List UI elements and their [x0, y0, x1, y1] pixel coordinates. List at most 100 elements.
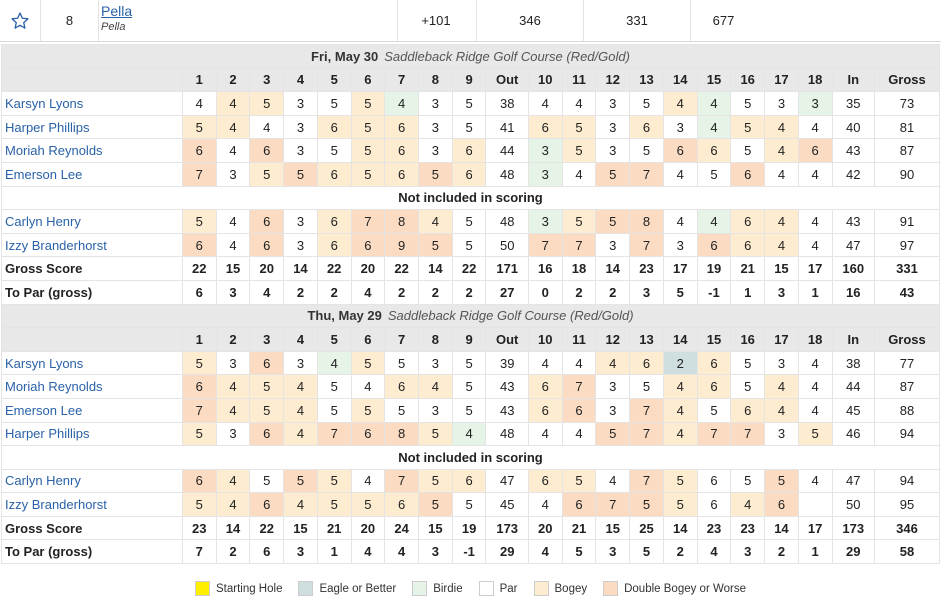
hole-header: 11: [561, 67, 597, 93]
score-cell: 7: [629, 232, 664, 258]
score-cell: 4: [595, 468, 631, 494]
score-cell: 6: [316, 209, 352, 234]
score-cell: 4: [384, 91, 420, 116]
hole-header: [1, 67, 183, 93]
score-cell: 6: [350, 232, 386, 258]
gross-score-cell: 24: [384, 515, 420, 541]
player-name-link[interactable]: Carlyn Henry: [1, 209, 183, 234]
gross-score-label: Gross Score: [1, 256, 183, 281]
score-cell: 5: [316, 492, 352, 517]
score-cell: 4: [561, 161, 597, 187]
player-name-link[interactable]: Karsyn Lyons: [1, 350, 183, 376]
gross-score-cell: 15: [283, 515, 318, 541]
hole-header: 10: [527, 327, 563, 352]
score-cell: 91: [873, 209, 941, 234]
to-par-row: To Par (gross) 6 3 4 2 2 4 2 2 2 27 0 2 2 3 5 -1 1 3 1 16 43: [1, 279, 941, 305]
score-cell: 4: [527, 350, 563, 376]
score-cell: 6: [527, 468, 563, 494]
hole-header: 5: [316, 67, 352, 93]
gross-score-cell: 20: [350, 515, 386, 541]
score-cell: 4: [215, 138, 251, 163]
gross-score-cell: 19: [451, 515, 487, 541]
score-cell: 4: [350, 468, 386, 494]
score-cell: 5: [730, 374, 766, 399]
score-cell: 5: [181, 350, 217, 376]
score-cell: 4: [797, 209, 833, 234]
player-name-link[interactable]: Harper Phillips: [1, 421, 183, 447]
score-cell: 5: [350, 138, 386, 163]
player-name-link[interactable]: Moriah Reynolds: [1, 374, 183, 399]
score-cell: 43: [831, 138, 875, 163]
team-round1: 346: [477, 0, 584, 41]
player-name-link[interactable]: Carlyn Henry: [1, 468, 183, 494]
score-cell: 3: [283, 232, 318, 258]
legend-label: Birdie: [433, 582, 463, 595]
score-cell: 6: [527, 374, 563, 399]
hole-header: 2: [215, 327, 251, 352]
gross-score-cell: 16: [527, 256, 563, 281]
score-cell: 95: [873, 492, 941, 517]
gross-score-cell: 22: [316, 256, 352, 281]
score-cell: 5: [249, 161, 285, 187]
score-cell: 5: [730, 138, 766, 163]
to-par-cell: 5: [561, 539, 597, 565]
player-name-link[interactable]: Emerson Lee: [1, 161, 183, 187]
player-row: Emerson Lee 7 3 5 5 6 5 6 5 6 48 3 4 5 7 4 5 6 4 4 42 90: [1, 161, 941, 187]
player-name-link[interactable]: Izzy Branderhorst: [1, 492, 183, 517]
hole-header: 1: [181, 327, 217, 352]
hole-header: 9: [451, 67, 487, 93]
score-cell: 5: [595, 421, 631, 447]
score-cell: 4: [696, 114, 732, 140]
player-name-link[interactable]: Emerson Lee: [1, 397, 183, 423]
score-cell: 4: [764, 397, 799, 423]
score-cell: 5: [249, 91, 285, 116]
favorite-star-button[interactable]: [0, 0, 41, 41]
team-total: 677: [712, 13, 735, 28]
score-cell: 5: [181, 114, 217, 140]
score-cell: 5: [181, 421, 217, 447]
score-cell: 6: [696, 350, 732, 376]
score-cell: 4: [662, 161, 698, 187]
player-name-link[interactable]: Izzy Branderhorst: [1, 232, 183, 258]
score-cell: 5: [629, 374, 664, 399]
score-cell: 77: [873, 350, 941, 376]
score-cell: 6: [730, 397, 766, 423]
score-cell: 4: [797, 374, 833, 399]
player-name-link[interactable]: Harper Phillips: [1, 114, 183, 140]
to-par-cell: 16: [831, 279, 875, 305]
score-cell: 4: [595, 350, 631, 376]
hole-header: 3: [249, 327, 285, 352]
hole-header: 16: [730, 67, 766, 93]
gross-score-cell: 173: [485, 515, 529, 541]
score-cell: 4: [662, 209, 698, 234]
score-cell: 3: [797, 91, 833, 116]
gross-score-cell: 14: [418, 256, 453, 281]
score-cell: 7: [384, 468, 420, 494]
player-row: Izzy Branderhorst 5 4 6 4 5 5 6 5 5 45 4 6 7 5 5 6 4 6 50 95: [1, 492, 941, 517]
gross-score-cell: 173: [831, 515, 875, 541]
score-cell: 5: [316, 374, 352, 399]
score-cell: 5: [316, 468, 352, 494]
score-cell: 3: [215, 350, 251, 376]
score-cell: 7: [561, 232, 597, 258]
score-cell: 7: [595, 492, 631, 517]
to-par-cell: 3: [730, 539, 766, 565]
score-cell: 6: [249, 232, 285, 258]
player-name-link[interactable]: Moriah Reynolds: [1, 138, 183, 163]
legend-swatch: [533, 581, 549, 596]
score-cell: 5: [451, 492, 487, 517]
score-cell: 39: [485, 350, 529, 376]
score-cell: 3: [418, 397, 453, 423]
score-cell: 5: [696, 397, 732, 423]
player-row: Moriah Reynolds 6 4 6 3 5 5 6 3 6 44 3 5 3 5 6 6 5 4 6 43 87: [1, 138, 941, 163]
round-date: Thu, May 29: [307, 308, 382, 324]
player-row: Karsyn Lyons 4 4 5 3 5 5 4 3 5 38 4 4 3 5 4 4 5 3 3 35 73: [1, 91, 941, 116]
score-cell: 6: [384, 114, 420, 140]
team-name-link[interactable]: Pella: [101, 3, 133, 19]
score-cell: 5: [181, 492, 217, 517]
score-cell: 47: [831, 232, 875, 258]
gross-score-cell: 22: [451, 256, 487, 281]
to-par-cell: -1: [451, 539, 487, 565]
score-cell: 81: [873, 114, 941, 140]
player-name-link[interactable]: Karsyn Lyons: [1, 91, 183, 116]
